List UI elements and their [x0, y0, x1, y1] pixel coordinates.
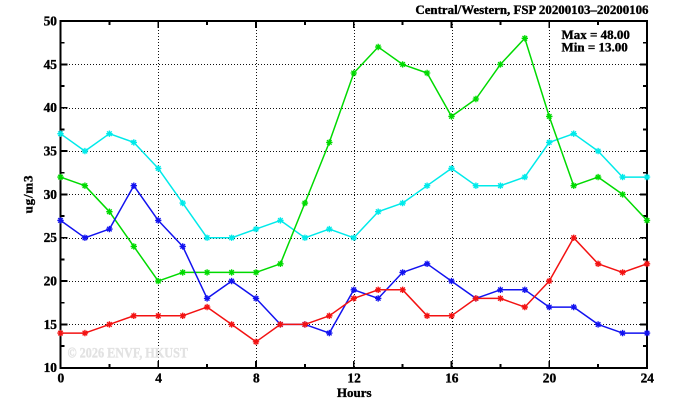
svg-text:20: 20 [543, 371, 557, 386]
svg-text:45: 45 [44, 57, 58, 72]
svg-text:15: 15 [44, 317, 58, 332]
svg-text:30: 30 [44, 187, 58, 202]
svg-text:35: 35 [44, 144, 58, 159]
svg-text:Hours: Hours [337, 385, 372, 400]
svg-text:4: 4 [155, 371, 162, 386]
svg-text:8: 8 [253, 371, 260, 386]
svg-text:12: 12 [347, 371, 361, 386]
svg-text:40: 40 [44, 100, 58, 115]
svg-text:ug/m3: ug/m3 [20, 175, 35, 214]
svg-text:24: 24 [641, 371, 655, 386]
svg-text:25: 25 [44, 230, 58, 245]
svg-text:20: 20 [44, 274, 58, 289]
svg-text:0: 0 [57, 371, 64, 386]
svg-text:16: 16 [445, 371, 459, 386]
svg-text:Min = 13.00: Min = 13.00 [562, 40, 628, 55]
svg-text:10: 10 [44, 360, 58, 375]
svg-text:Central/Western, FSP 20200103–: Central/Western, FSP 20200103–20200106 [415, 3, 649, 17]
svg-text:50: 50 [44, 13, 58, 28]
svg-text:Max = 48.00: Max = 48.00 [562, 27, 630, 42]
svg-text:© 2026 ENVF, HKUST: © 2026 ENVF, HKUST [68, 345, 189, 361]
